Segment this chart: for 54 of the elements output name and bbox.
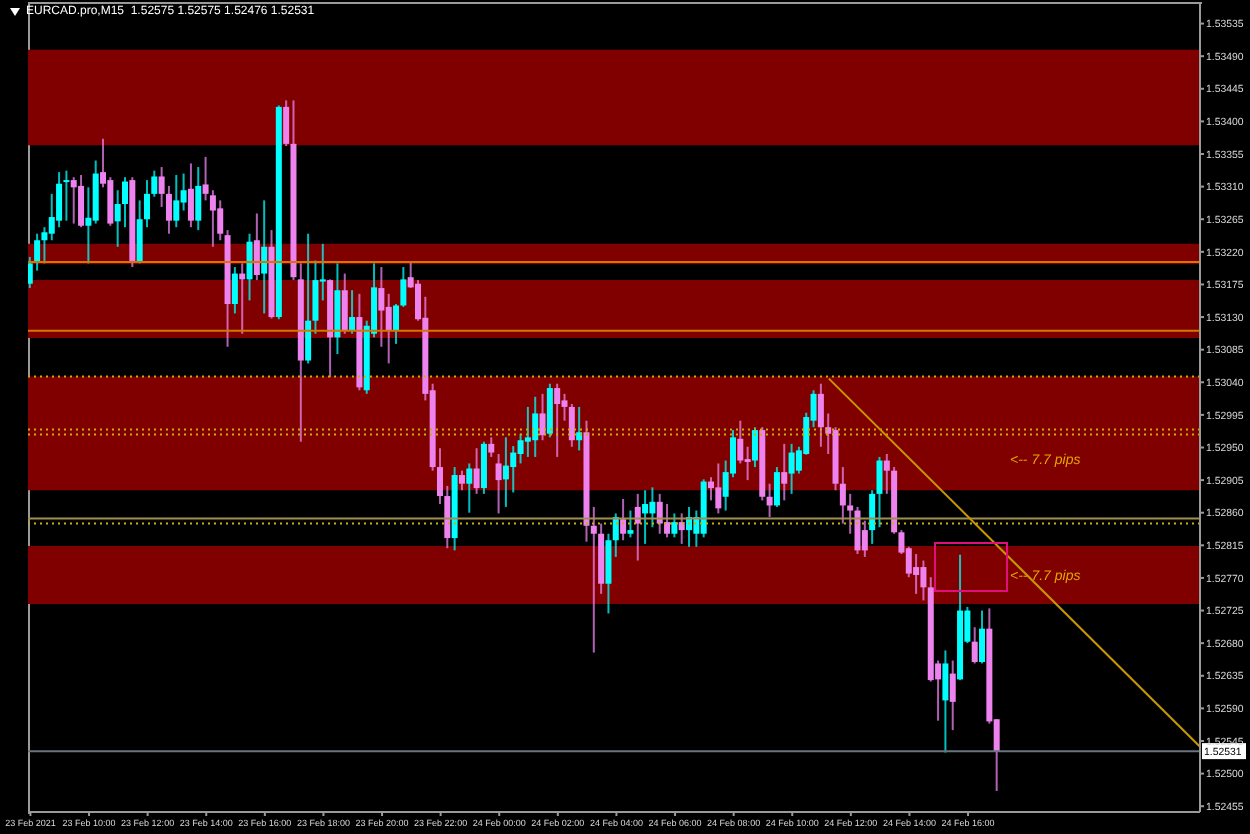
candlestick [678,512,685,545]
candlestick [590,505,597,654]
candlestick [620,497,627,542]
candlestick [261,199,268,315]
candlestick [341,272,348,335]
candlestick [532,395,539,458]
candlestick [715,462,722,515]
candlestick [458,469,465,492]
candlestick [231,266,238,315]
candlestick [817,382,824,448]
candlestick [751,426,758,469]
candlestick [524,405,531,458]
candlestick [913,553,920,595]
candlestick [979,609,986,665]
candlestick [788,442,795,495]
candlestick [576,405,583,452]
candlestick [253,212,260,282]
candlestick [195,166,202,232]
candlestick [70,176,77,225]
candlestick [63,169,70,222]
candlestick [781,442,788,502]
candlestick [656,492,663,535]
candlestick [920,559,927,602]
candlestick [605,532,612,615]
candlestick [173,174,180,229]
candlestick [246,232,253,302]
candlestick [671,512,678,539]
candlestick [539,392,546,442]
candlestick [737,419,744,465]
candlestick [766,482,773,519]
candlestick [642,489,649,545]
candlestick [554,382,561,458]
candlestick [466,462,473,514]
candlestick [971,626,978,665]
candlestick [480,440,487,495]
candlestick [378,266,385,348]
candlestick [385,292,392,365]
candlestick [502,436,509,508]
candlestick [187,162,194,229]
candlestick [949,659,956,732]
candlestick [744,445,751,482]
candlestick [473,447,480,495]
candlestick [78,174,85,229]
candlestick [627,509,634,539]
candlestick [305,232,312,365]
candlestick [773,466,780,508]
candlestick [546,382,553,439]
candlestick [942,649,949,754]
candlestick [92,159,99,225]
candlestick [349,289,356,335]
candlestick [495,453,502,515]
candlestick [488,436,495,458]
candlestick [861,519,868,558]
candlestick [334,262,341,356]
